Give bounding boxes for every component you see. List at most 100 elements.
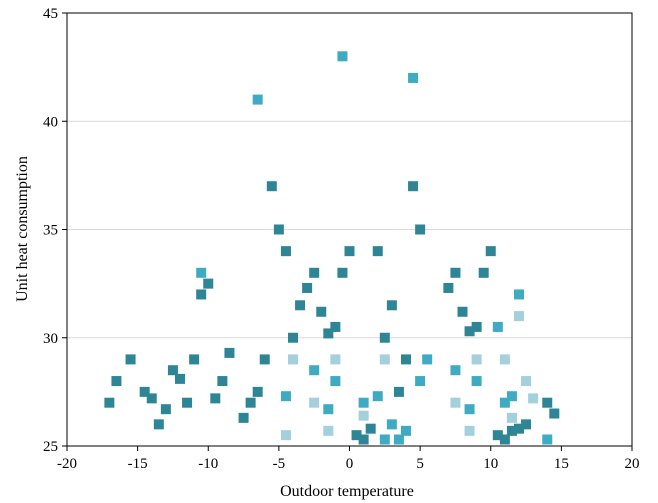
- data-point: [471, 354, 482, 365]
- data-point: [365, 423, 376, 434]
- data-point: [330, 376, 341, 387]
- data-point: [450, 267, 461, 278]
- data-point: [492, 430, 503, 441]
- data-point: [259, 354, 270, 365]
- data-point: [408, 181, 419, 192]
- data-point: [521, 376, 532, 387]
- x-tick-label: 20: [625, 456, 640, 472]
- x-axis-title: Outdoor temperature: [280, 483, 414, 500]
- data-point: [379, 332, 390, 343]
- data-point: [542, 434, 553, 445]
- data-point: [302, 282, 313, 293]
- data-point: [351, 430, 362, 441]
- data-point: [309, 267, 320, 278]
- data-point: [330, 354, 341, 365]
- data-point: [464, 326, 475, 337]
- x-tick-label: 15: [554, 456, 569, 472]
- data-point: [125, 354, 136, 365]
- data-point: [492, 321, 503, 332]
- data-point: [401, 425, 411, 436]
- data-point: [344, 246, 355, 257]
- data-point: [280, 430, 291, 441]
- data-point: [386, 300, 397, 311]
- data-point: [288, 354, 298, 365]
- data-point: [506, 391, 517, 402]
- data-point: [372, 246, 383, 257]
- data-points: [104, 51, 560, 445]
- data-point: [542, 397, 553, 408]
- data-point: [528, 393, 539, 404]
- data-point: [337, 267, 348, 278]
- data-point: [408, 72, 419, 83]
- x-tick-label: -5: [273, 456, 286, 472]
- data-point: [379, 354, 390, 365]
- axis-ticks: [62, 12, 633, 451]
- data-point: [203, 278, 214, 289]
- y-axis-tick-labels: 25 30 35 40 45: [43, 6, 58, 455]
- x-tick-label: -15: [128, 456, 148, 472]
- data-point: [422, 354, 433, 365]
- gridlines: [67, 120, 632, 339]
- data-point: [379, 434, 390, 445]
- data-point: [210, 393, 221, 404]
- data-point: [415, 224, 426, 235]
- data-point: [224, 347, 235, 358]
- y-tick-label: 35: [43, 223, 58, 239]
- data-point: [393, 386, 404, 397]
- data-point: [196, 289, 207, 300]
- data-point: [316, 306, 327, 317]
- data-point: [358, 434, 369, 445]
- data-point: [450, 365, 461, 376]
- data-point: [471, 376, 482, 387]
- data-point: [217, 376, 228, 387]
- x-tick-label: 0: [346, 456, 354, 472]
- data-point: [160, 404, 171, 415]
- data-point: [245, 397, 256, 408]
- data-point: [309, 397, 320, 408]
- y-axis-title: Unit heat consumption: [14, 156, 31, 302]
- data-point: [189, 354, 200, 365]
- data-point: [393, 434, 404, 445]
- data-point: [146, 393, 157, 404]
- data-point: [182, 397, 193, 408]
- y-tick-label: 40: [43, 114, 58, 130]
- x-tick-label: 10: [483, 456, 498, 472]
- x-tick-label: 5: [416, 456, 424, 472]
- data-point: [280, 391, 291, 402]
- data-point: [323, 404, 334, 415]
- data-point: [499, 354, 510, 365]
- data-point: [337, 51, 348, 62]
- data-point: [167, 365, 178, 376]
- data-point: [506, 412, 517, 423]
- data-point: [386, 419, 397, 430]
- data-point: [443, 282, 454, 293]
- data-point: [358, 397, 369, 408]
- data-point: [288, 332, 298, 343]
- y-tick-label: 45: [43, 6, 58, 22]
- data-point: [514, 311, 524, 322]
- data-point: [295, 300, 306, 311]
- data-point: [330, 321, 341, 332]
- data-point: [514, 289, 524, 300]
- x-tick-label: -10: [198, 456, 218, 472]
- y-tick-label: 30: [43, 331, 58, 347]
- data-point: [266, 181, 277, 192]
- data-point: [464, 425, 475, 436]
- data-point: [309, 365, 320, 376]
- data-point: [464, 404, 475, 415]
- data-point: [252, 386, 263, 397]
- data-point: [450, 397, 461, 408]
- data-point: [372, 391, 383, 402]
- data-point: [471, 321, 482, 332]
- data-point: [175, 373, 185, 384]
- data-point: [401, 354, 411, 365]
- data-point: [273, 224, 284, 235]
- data-point: [139, 386, 150, 397]
- data-point: [323, 425, 334, 436]
- data-point: [196, 267, 207, 278]
- data-point: [104, 397, 115, 408]
- data-point: [111, 376, 122, 387]
- data-point: [499, 434, 510, 445]
- data-point: [238, 412, 249, 423]
